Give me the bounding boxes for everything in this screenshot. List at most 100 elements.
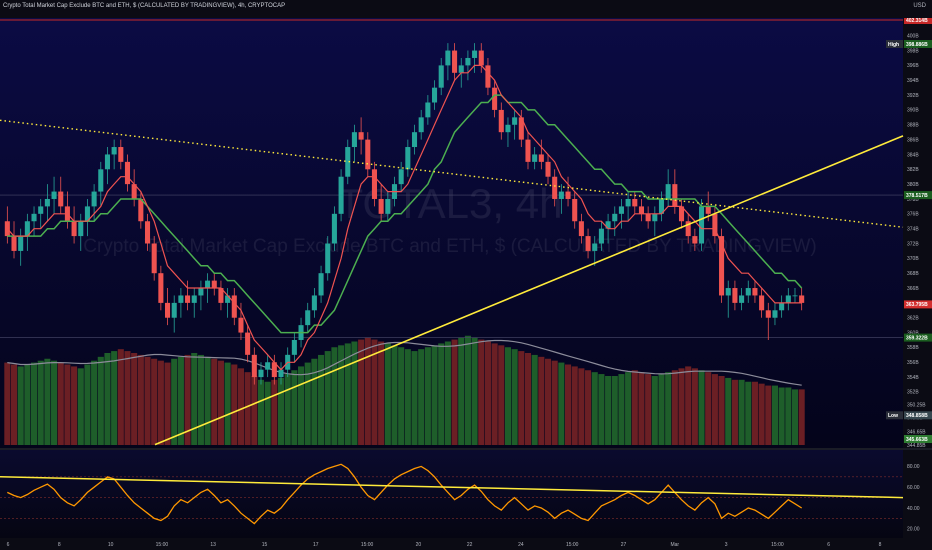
volume-bar: [678, 368, 685, 445]
volume-bar: [151, 358, 158, 445]
candle-body: [618, 206, 624, 214]
candle-body: [291, 339, 297, 355]
volume-bar: [444, 341, 451, 445]
volume-bar: [438, 343, 445, 445]
currency-label[interactable]: USD: [913, 3, 926, 9]
time-tick-label: 17: [313, 542, 319, 548]
candle-body: [325, 243, 331, 274]
rsi-trendline[interactable]: [0, 476, 904, 499]
candle-body: [311, 295, 317, 311]
candle-body: [752, 288, 758, 296]
volume-bar: [217, 360, 224, 445]
candle-body: [251, 354, 257, 378]
descending-dotted-trendline[interactable]: [0, 119, 904, 228]
price-tick-label: 360B: [907, 330, 919, 336]
volume-bar: [691, 368, 698, 445]
candle-body: [645, 213, 651, 222]
candle-body: [211, 280, 217, 289]
price-tick-label: 368B: [907, 271, 919, 277]
volume-bar: [351, 341, 358, 445]
candle-body: [505, 124, 511, 133]
volume-bar: [558, 362, 565, 445]
volume-bar: [665, 372, 672, 445]
volume-bar: [618, 374, 625, 445]
volume-bar: [544, 358, 552, 445]
volume-bar: [398, 347, 405, 445]
volume-bar: [358, 339, 365, 445]
price-tag-label: 363.795B: [906, 302, 928, 308]
price-tick-label: 356B: [907, 360, 919, 366]
candle-body: [552, 176, 558, 199]
volume-bar: [491, 343, 498, 445]
volume-bar: [765, 385, 772, 445]
volume-bar: [64, 364, 71, 445]
price-tag: [904, 191, 932, 200]
volume-bar: [431, 345, 438, 445]
candle-body: [318, 273, 324, 296]
candle-body: [558, 191, 564, 199]
price-tag-label: 402.314B: [906, 18, 928, 24]
candle-body: [745, 288, 751, 296]
candle-body: [118, 147, 124, 162]
price-tick-label: 394B: [907, 78, 919, 84]
volume-bar: [785, 387, 792, 445]
rsi-axis[interactable]: 80.00 60.00 40.00 20.00: [907, 464, 920, 532]
price-tag-caption-box: [886, 411, 903, 420]
time-tick-label: 3: [725, 542, 728, 548]
candle-body: [538, 154, 544, 162]
time-tick-label: 15:00: [771, 542, 784, 548]
price-axis[interactable]: 400B 398B 396B 394B 392B 390B 388B 386B 384B 382B…: [886, 16, 932, 449]
volume-bar: [478, 339, 485, 445]
candle-body: [445, 50, 451, 66]
volume-bar: [511, 349, 518, 445]
volume-bar: [758, 383, 765, 445]
volume-bar: [638, 372, 645, 445]
ascending-trendline[interactable]: [154, 135, 904, 446]
candle-body: [351, 132, 357, 148]
volume-bar: [117, 349, 124, 445]
candle-body: [678, 206, 685, 222]
candle-body: [198, 288, 204, 296]
price-tick-label: 366B: [907, 286, 919, 292]
volume-bar: [578, 368, 585, 445]
candle-body: [578, 221, 584, 237]
time-axis[interactable]: 6 8 10 15:00 13 15 17 15:00 20 22 24 15:00 27 Mar 3 15:…: [7, 542, 882, 548]
price-axis-background: [903, 18, 932, 538]
time-tick-label: 15: [262, 542, 268, 548]
volume-bar: [391, 345, 398, 445]
candle-body: [151, 243, 157, 274]
candle-body: [625, 198, 631, 207]
candle-body: [438, 65, 444, 88]
volume-bar: [237, 368, 245, 445]
volume-bar: [625, 372, 632, 445]
time-axis-background: [0, 538, 932, 550]
volume-bar: [504, 347, 512, 445]
volume-bar: [591, 372, 598, 445]
candle-body: [51, 191, 57, 199]
time-tick-label: 6: [827, 542, 830, 548]
candle-body: [171, 302, 177, 318]
candle-body: [31, 213, 37, 222]
price-tag-caption: Low: [888, 413, 898, 419]
volume-bar: [424, 347, 431, 445]
ema-slow-line: [7, 94, 803, 334]
watermark-symbol: TOTAL3, 4h: [338, 180, 563, 227]
candle-body: [131, 184, 137, 199]
candle-body: [705, 206, 711, 214]
rsi-tick-label: 60.00: [907, 485, 920, 491]
price-tick-label: 358B: [907, 345, 919, 351]
volume-bar: [157, 360, 164, 445]
symbol-title[interactable]: Crypto Total Market Cap Exclude BTC and …: [3, 3, 286, 9]
candle-body: [472, 50, 478, 58]
candle-body: [432, 87, 438, 103]
volume-bar: [658, 374, 665, 445]
candle-body: [258, 369, 264, 378]
time-tick-label: 15:00: [156, 542, 169, 548]
price-tick-label: 352B: [907, 390, 919, 396]
volume-bar: [378, 341, 385, 445]
volume-bar: [338, 345, 345, 445]
price-tag-caption-box: [886, 40, 903, 48]
volume-bar: [224, 362, 231, 445]
